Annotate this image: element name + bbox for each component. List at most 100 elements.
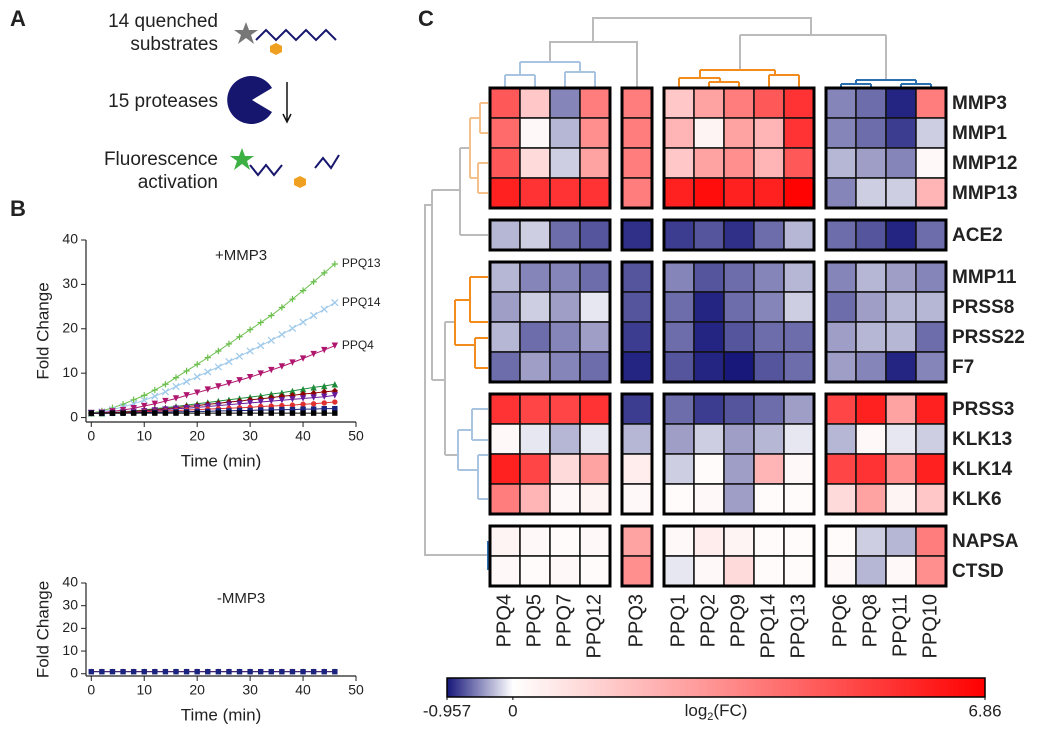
marker [310,384,317,391]
heatmap-cell [489,483,521,515]
marker [236,410,243,416]
heatmap-cell [693,453,725,485]
marker [130,396,137,404]
heatmap-cell [663,117,695,149]
quencher-star [234,22,258,44]
heatmap-cell [723,423,755,455]
heatmap-cell [693,147,725,179]
colorbar-label-part: log [685,701,708,720]
heatmap-cell [663,423,695,455]
heatmap-cell [783,555,815,587]
y-tick-label: 0 [70,664,78,680]
row-label: KLK6 [952,489,1002,510]
marker [268,410,274,416]
heatmap-cell [855,87,887,119]
heatmap-cell [915,423,947,455]
marker [310,401,317,407]
heatmap-cell [519,147,551,179]
series-line [91,345,336,414]
arrow [282,82,292,124]
heatmap-cell [753,453,785,485]
marker [236,400,243,407]
heatmap-cell [519,483,551,515]
row-label: F7 [952,357,974,378]
heatmap-cell [783,291,815,323]
series-line [91,263,336,414]
marker [310,278,317,285]
heatmap-cell [825,147,857,179]
heatmap-cell [825,423,857,455]
heatmap-cell [855,291,887,323]
cell-group-border [824,86,948,210]
heatmap-cell [693,483,725,515]
heatmap-cell [489,147,521,179]
marker [278,389,286,396]
x-tick-label: 20 [189,428,205,444]
marker [141,410,147,416]
heatmap-cell [693,87,725,119]
heatmap-cell [663,291,695,323]
cell-group-border [662,524,816,588]
column-label: PPQ10 [919,594,941,658]
heatmap-cell [663,351,695,383]
heatmap-cell [621,147,653,179]
chart-title: +MMP3 [215,247,267,264]
marker [183,410,190,416]
cell-group-border [620,392,654,516]
marker [321,668,327,675]
row-label: PRSS3 [952,399,1014,420]
x-tick-label: 50 [348,428,364,444]
column-label: PPQ2 [697,594,719,647]
y-tick-label: 10 [62,642,78,658]
marker [215,347,222,355]
heatmap-cell [723,87,755,119]
heatmap-cell [693,555,725,587]
marker [268,390,275,398]
chart-title: -MMP3 [217,590,265,607]
heatmap-cell [915,525,947,557]
heatmap-cell [915,351,947,383]
heatmap-cell [855,177,887,209]
heatmap-cell [783,87,815,119]
marker [193,361,201,368]
heatmap-cell [753,321,785,353]
heatmap-cell [621,117,653,149]
marker [172,374,180,381]
cell-group-border [488,392,612,516]
heatmap-cell [489,555,521,587]
marker [205,668,211,675]
row-label: ACE2 [952,225,1003,246]
heatmap-cell [885,321,917,353]
heatmap-cell [549,219,581,251]
marker [246,347,254,355]
marker [204,354,211,361]
marker [300,668,306,675]
heatmap-cell [579,117,611,149]
heatmap-cell [663,483,695,515]
heatmap-cell [663,87,695,119]
marker [332,399,338,405]
heatmap-cell [885,483,917,515]
marker [288,324,297,332]
heatmap-cell [915,555,947,587]
marker [257,370,264,377]
marker [162,397,169,405]
marker [278,330,286,339]
heatmap-cell [693,321,725,353]
heatmap-cell [753,423,785,455]
heatmap-cell [579,147,611,179]
heatmap-cell [855,483,887,515]
heatmap-cell [825,177,857,209]
heatmap-cell [663,453,695,485]
heatmap-cell [621,453,653,485]
cell-group-border [824,260,948,384]
y-tick-label: 10 [62,364,78,380]
marker [331,342,339,349]
heatmap-cell [549,555,581,587]
fluorophore [294,176,306,188]
marker [321,400,327,406]
heatmap-cell [579,555,611,587]
marker [141,402,148,410]
marker [320,305,328,313]
marker [152,410,158,416]
